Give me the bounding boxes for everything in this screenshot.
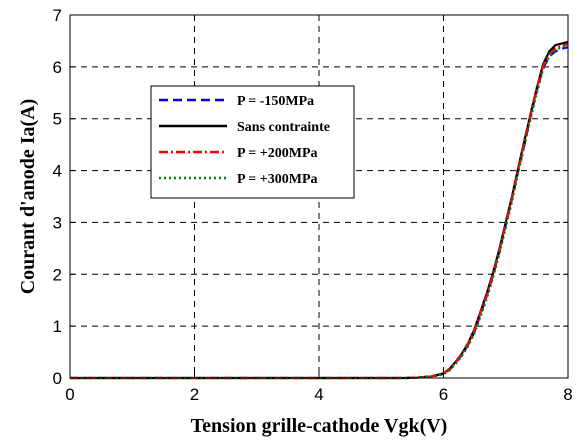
legend-box [150,85,355,199]
legend-label-4: P = +300MPa [237,172,318,187]
x-axis-label: Tension grille-cathode Vgk(V) [191,415,448,437]
x-axis-ticks: 0 2 4 6 8 [65,15,573,404]
legend-label-2: Sans contrainte [237,120,330,135]
y-tick-label: 3 [53,213,62,232]
y-tick-label: 2 [53,265,62,284]
legend-label-1: P = -150MPa [237,94,314,109]
y-tick-label: 6 [53,58,62,77]
x-tick-label: 0 [65,385,74,404]
legend: P = -150MPa Sans contrainte P = +200MPa P =… [150,85,355,199]
legend-label-3: P = +200MPa [237,146,318,161]
x-tick-label: 6 [439,385,448,404]
y-tick-label: 4 [53,162,62,181]
legend-items: P = -150MPa Sans contrainte P = +200MPa P =… [159,94,330,187]
series-line-3 [70,42,569,380]
y-axis-ticks: 0 1 2 3 4 5 6 7 [53,6,568,388]
y-tick-label: 5 [53,110,62,129]
series-line-4 [70,44,569,380]
y-tick-label: 1 [53,317,62,336]
y-tick-label: 7 [53,6,62,25]
x-tick-label: 2 [190,385,199,404]
x-tick-label: 8 [563,385,572,404]
series-lines [70,40,569,380]
y-tick-label: 0 [53,369,62,388]
x-tick-label: 4 [314,385,323,404]
y-axis-label: Courant d'anode Ia(A) [17,99,39,295]
